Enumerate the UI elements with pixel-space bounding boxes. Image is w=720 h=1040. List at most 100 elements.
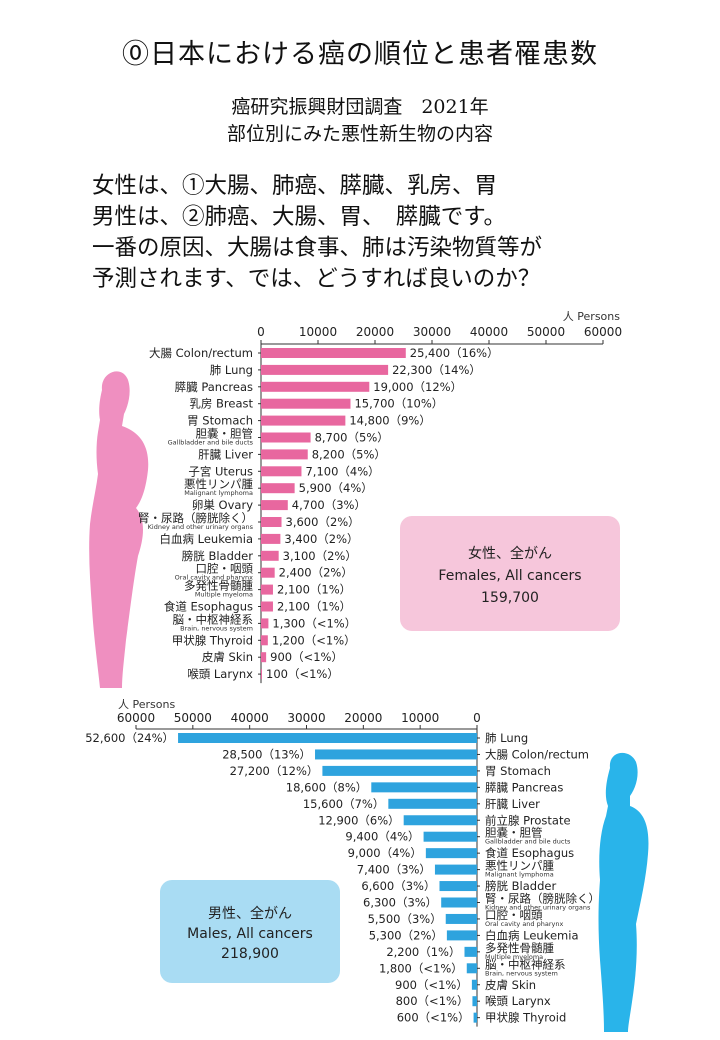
female-value-label: 15,700（10%） bbox=[354, 397, 443, 411]
female-value-label: 3,600（2%） bbox=[286, 515, 360, 529]
male-category-sublabel: Kidney and other urinary organs bbox=[485, 904, 591, 912]
female-category-label: 胃 Stomach bbox=[187, 414, 253, 428]
female-value-label: 3,400（2%） bbox=[284, 532, 358, 546]
female-value-label: 22,300（14%） bbox=[392, 363, 481, 377]
male-value-label: 600（<1%） bbox=[397, 1011, 470, 1025]
description-line: 男性は、②肺癌、大腸、胃、 膵臓です。 bbox=[92, 204, 507, 230]
female-bar bbox=[261, 517, 282, 527]
female-bar bbox=[261, 432, 311, 443]
page-title: ⓪日本における癌の順位と患者罹患数 bbox=[122, 39, 598, 70]
male-value-label: 800（<1%） bbox=[396, 994, 469, 1008]
male-value-label: 5,300（2%） bbox=[369, 928, 443, 942]
male-bar bbox=[473, 1012, 477, 1023]
male-category-label: 胃 Stomach bbox=[485, 764, 551, 778]
female-bar bbox=[261, 348, 406, 358]
male-category-label: 腎・尿路（膀胱除く） bbox=[485, 892, 600, 906]
male-value-label: 2,200（1%） bbox=[386, 945, 460, 959]
female-silhouette-icon bbox=[89, 371, 149, 688]
female-value-label: 3,100（2%） bbox=[283, 549, 357, 563]
male-bar bbox=[423, 831, 477, 842]
female-bar bbox=[261, 533, 281, 544]
female-value-label: 25,400（16%） bbox=[410, 346, 499, 360]
female-value-label: 1,300（<1%） bbox=[272, 616, 356, 630]
female-bar bbox=[261, 381, 370, 392]
female-bar bbox=[261, 500, 288, 511]
female-category-label: 甲状腺 Thyroid bbox=[172, 633, 253, 647]
female-category-label: 脳・中枢神経系 bbox=[173, 612, 254, 626]
female-value-label: 2,400（2%） bbox=[279, 566, 353, 580]
female-category-label: 白血病 Leukemia bbox=[160, 532, 254, 546]
female-category-sublabel: Gallbladder and bile ducts bbox=[168, 439, 254, 447]
female-value-label: 8,200（5%） bbox=[312, 447, 386, 461]
female-category-label: 子宮 Uterus bbox=[188, 464, 253, 478]
male-category-sublabel: Oral cavity and pharynx bbox=[485, 920, 563, 928]
female-category-sublabel: Oral cavity and pharynx bbox=[175, 574, 253, 582]
male-bar-chart: 人 Persons 60000 50000 40000 30000 20000 10000… bbox=[85, 698, 600, 1027]
male-value-label: 5,500（3%） bbox=[368, 912, 442, 926]
female-value-label: 1,200（<1%） bbox=[272, 633, 356, 647]
female-bar bbox=[261, 652, 267, 663]
male-bar bbox=[464, 946, 477, 957]
female-category-sublabel: Brain, nervous system bbox=[180, 624, 253, 632]
male-bar bbox=[446, 930, 477, 941]
male-category-label: 口腔・咽頭 bbox=[485, 908, 543, 922]
female-bar bbox=[261, 584, 273, 595]
male-summary-box: 男性、全がん Males, All cancers 218,900 bbox=[160, 880, 340, 983]
male-value-label: 7,400（3%） bbox=[357, 863, 431, 877]
male-x-tick-label: 40000 bbox=[231, 711, 269, 725]
female-bar bbox=[261, 398, 351, 409]
female-value-label: 2,100（1%） bbox=[277, 583, 351, 597]
male-bar bbox=[466, 963, 477, 974]
male-bar bbox=[388, 798, 477, 809]
female-summary-subtitle: Females, All cancers bbox=[438, 568, 581, 584]
female-value-label: 4,700（3%） bbox=[292, 498, 366, 512]
female-summary-box: 女性、全がん Females, All cancers 159,700 bbox=[400, 516, 620, 631]
male-bar bbox=[434, 864, 477, 875]
male-category-sublabel: Malignant lymphoma bbox=[485, 871, 554, 879]
male-value-label: 9,400（4%） bbox=[345, 830, 419, 844]
male-bar bbox=[472, 996, 477, 1007]
female-category-label: 膵臓 Pancreas bbox=[175, 380, 253, 394]
female-category-label: 食道 Esophagus bbox=[164, 600, 253, 614]
female-summary-total: 159,700 bbox=[481, 590, 539, 606]
male-bar bbox=[441, 897, 477, 908]
female-bar bbox=[261, 567, 275, 578]
female-category-sublabel: Malignant lymphoma bbox=[184, 489, 253, 497]
male-category-label: 多発性骨髄腫 bbox=[485, 941, 554, 955]
male-x-tick-label: 20000 bbox=[344, 711, 382, 725]
female-x-tick-label: 50000 bbox=[527, 325, 565, 339]
male-value-label: 18,600（8%） bbox=[286, 780, 367, 794]
female-x-tick-label: 60000 bbox=[584, 325, 622, 339]
description-text: 女性は、①大腸、肺癌、膵臓、乳房、胃 男性は、②肺癌、大腸、胃、 膵臓です。 一… bbox=[92, 171, 712, 295]
male-value-label: 9,000（4%） bbox=[348, 846, 422, 860]
male-category-sublabel: Multiple myeloma bbox=[485, 953, 543, 961]
female-category-label: 多発性骨髄腫 bbox=[184, 579, 253, 593]
male-value-label: 27,200（12%） bbox=[230, 764, 319, 778]
female-value-label: 2,100（1%） bbox=[277, 600, 351, 614]
male-value-label: 900（<1%） bbox=[395, 978, 468, 992]
female-bar-chart: 人 Persons 0 10000 20000 30000 40000 50000 6000… bbox=[138, 310, 622, 684]
source-subtitle: 癌研究振興財団調査 2021年 bbox=[231, 96, 489, 118]
female-summary-title: 女性、全がん bbox=[468, 545, 552, 562]
male-value-label: 6,600（3%） bbox=[361, 879, 435, 893]
male-category-label: 膵臓 Pancreas bbox=[485, 780, 563, 794]
female-category-label: 腎・尿路（膀胱除く） bbox=[138, 511, 253, 525]
male-summary-total: 218,900 bbox=[221, 946, 279, 962]
male-value-label: 15,600（7%） bbox=[303, 797, 384, 811]
male-category-label: 食道 Esophagus bbox=[485, 846, 574, 860]
male-category-sublabel: Brain, nervous system bbox=[485, 969, 558, 977]
female-category-label: 肝臓 Liver bbox=[198, 447, 253, 461]
female-category-label: 乳房 Breast bbox=[189, 397, 253, 411]
female-x-tick-label: 0 bbox=[257, 325, 265, 339]
female-summary-box-background bbox=[400, 516, 620, 631]
description-line: 一番の原因、大腸は食事、肺は汚染物質等が bbox=[92, 235, 543, 261]
female-category-label: 皮膚 Skin bbox=[202, 650, 253, 664]
female-bar bbox=[261, 364, 389, 375]
female-value-label: 900（<1%） bbox=[270, 650, 343, 664]
female-bar bbox=[261, 618, 269, 629]
female-category-label: 膀胱 Bladder bbox=[182, 549, 253, 563]
male-axis-unit-label: 人 Persons bbox=[118, 698, 175, 711]
male-bar bbox=[403, 815, 477, 826]
male-value-label: 12,900（6%） bbox=[318, 813, 399, 827]
female-category-label: 肺 Lung bbox=[210, 363, 253, 377]
